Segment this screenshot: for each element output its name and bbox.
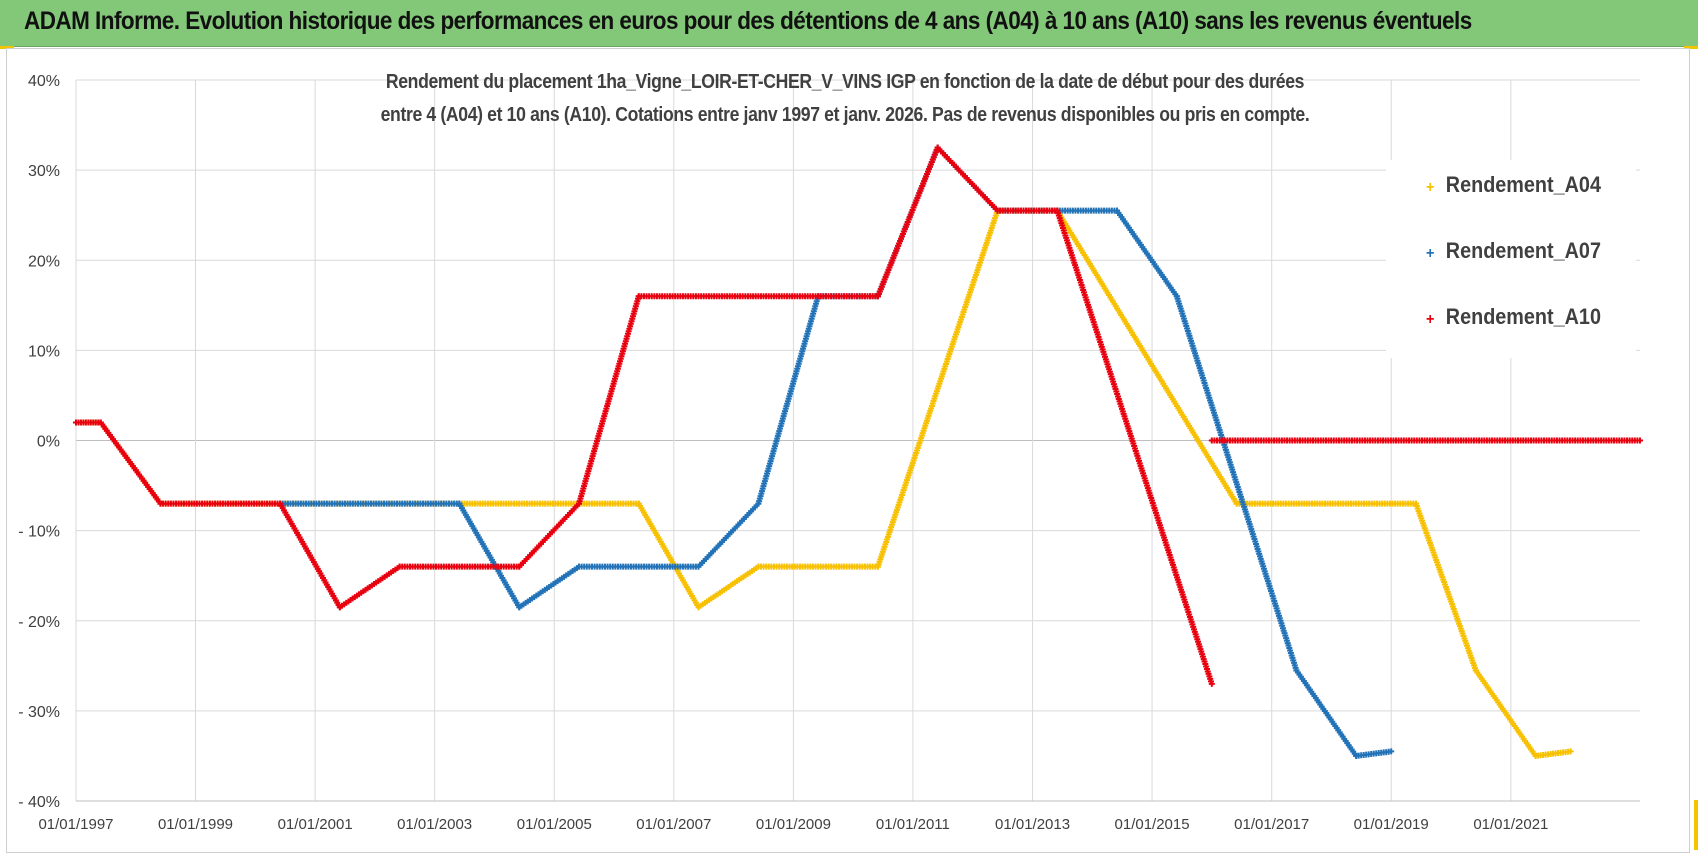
- chart-title: Rendement du placement 1ha_Vigne_LOIR-ET…: [300, 66, 1390, 132]
- data-point: [1637, 437, 1643, 444]
- x-tick-label: 01/01/2003: [397, 816, 472, 833]
- header-title: ADAM Informe. Evolution historique des p…: [24, 7, 1472, 35]
- x-tick-label: 01/01/2019: [1354, 816, 1429, 833]
- x-tick-label: 01/01/2015: [1115, 816, 1190, 833]
- y-tick-label: - 10%: [18, 524, 60, 541]
- x-tick-label: 01/01/2013: [995, 816, 1070, 833]
- corner-accent-top-left: [0, 46, 14, 49]
- series-rendement_a10-b: [1208, 437, 1643, 444]
- legend-label-a07: Rendement_A07: [1445, 238, 1601, 263]
- data-point: [1208, 680, 1215, 687]
- x-tick-label: 01/01/2007: [636, 816, 711, 833]
- legend: + Rendement_A04 + Rendement_A07 + Rendement…: [1386, 160, 1636, 358]
- x-tick-label: 01/01/2021: [1473, 816, 1548, 833]
- legend-item-a07: + Rendement_A07: [1426, 238, 1601, 264]
- header-banner: ADAM Informe. Evolution historique des p…: [0, 0, 1698, 47]
- y-tick-label: 0%: [37, 434, 60, 451]
- x-axis: 01/01/1997 01/01/1999 01/01/2001 01/01/2003…: [38, 816, 1548, 833]
- series-rendement_a04: [73, 207, 1574, 759]
- corner-accent-top-right: [1684, 46, 1698, 49]
- chart-title-line2: entre 4 (A04) et 10 ans (A10). Cotations…: [380, 104, 1310, 126]
- legend-marker-a04: +: [1426, 179, 1435, 196]
- legend-item-a04: + Rendement_A04: [1426, 172, 1601, 198]
- legend-marker-a10: +: [1426, 311, 1435, 328]
- y-axis: 40% 30% 20% 10% 0% - 10% - 20% - 30% - 40%: [18, 73, 60, 811]
- x-tick-label: 01/01/2001: [278, 816, 353, 833]
- legend-label-a10: Rendement_A10: [1445, 304, 1601, 329]
- y-tick-label: - 20%: [18, 614, 60, 631]
- x-tick-label: 01/01/2009: [756, 816, 831, 833]
- legend-marker-a07: +: [1426, 245, 1435, 262]
- corner-accent-bottom-right: [1694, 800, 1698, 850]
- x-tick-label: 01/01/2017: [1234, 816, 1309, 833]
- x-tick-label: 01/01/2011: [876, 816, 950, 833]
- series-rendement_a07: [277, 144, 1395, 759]
- y-tick-label: - 30%: [18, 704, 60, 721]
- series-rendement_a10: [73, 144, 1215, 687]
- y-tick-label: 40%: [28, 73, 60, 90]
- y-tick-label: 20%: [28, 253, 60, 270]
- y-tick-label: 30%: [28, 163, 60, 180]
- data-point: [1567, 748, 1574, 755]
- legend-item-a10: + Rendement_A10: [1426, 304, 1601, 330]
- data-point: [1388, 748, 1395, 755]
- chart-title-line1: Rendement du placement 1ha_Vigne_LOIR-ET…: [385, 71, 1305, 93]
- y-tick-label: 10%: [28, 343, 60, 360]
- x-tick-label: 01/01/2005: [517, 816, 592, 833]
- legend-label-a04: Rendement_A04: [1445, 172, 1601, 197]
- y-tick-label: - 40%: [18, 794, 60, 811]
- chart-frame: [6, 48, 1690, 853]
- x-tick-label: 01/01/1999: [158, 816, 233, 833]
- series-layer: [73, 144, 1643, 759]
- x-tick-label: 01/01/1997: [38, 816, 113, 833]
